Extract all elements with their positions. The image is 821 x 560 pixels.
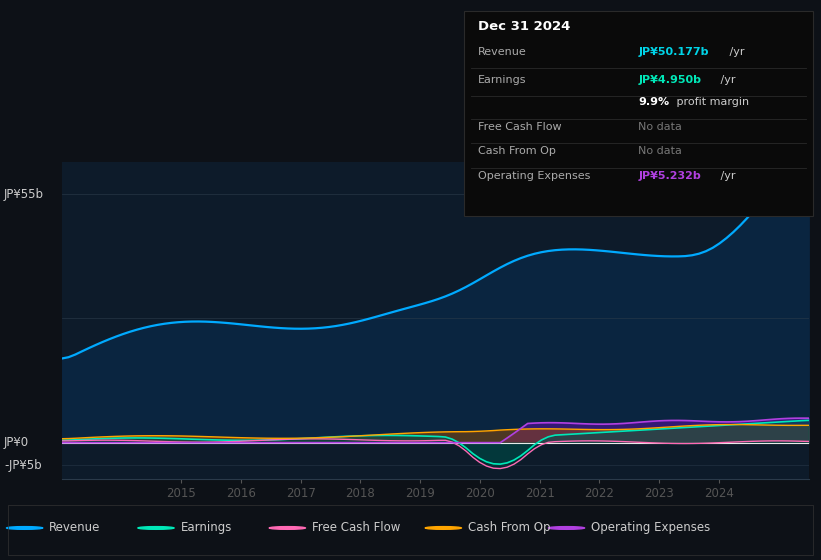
Circle shape <box>269 526 305 529</box>
Text: No data: No data <box>639 122 682 132</box>
Text: profit margin: profit margin <box>673 97 750 107</box>
Text: -JP¥5b: -JP¥5b <box>4 459 42 472</box>
Text: Free Cash Flow: Free Cash Flow <box>478 122 562 132</box>
Text: Earnings: Earnings <box>181 521 232 534</box>
Text: JP¥5.232b: JP¥5.232b <box>639 171 701 181</box>
Text: Revenue: Revenue <box>49 521 101 534</box>
Circle shape <box>138 526 174 529</box>
Text: /yr: /yr <box>726 47 744 57</box>
Circle shape <box>425 526 461 529</box>
Text: Cash From Op: Cash From Op <box>478 146 556 156</box>
Text: Operating Expenses: Operating Expenses <box>478 171 590 181</box>
Text: No data: No data <box>639 146 682 156</box>
Text: Dec 31 2024: Dec 31 2024 <box>478 20 571 34</box>
Text: JP¥55b: JP¥55b <box>4 188 44 200</box>
Text: /yr: /yr <box>717 171 736 181</box>
Text: 9.9%: 9.9% <box>639 97 669 107</box>
Text: Cash From Op: Cash From Op <box>468 521 550 534</box>
Text: /yr: /yr <box>717 74 736 85</box>
Text: Operating Expenses: Operating Expenses <box>591 521 710 534</box>
Text: Revenue: Revenue <box>478 47 526 57</box>
Text: JP¥50.177b: JP¥50.177b <box>639 47 709 57</box>
Circle shape <box>548 526 585 529</box>
Text: Earnings: Earnings <box>478 74 526 85</box>
FancyBboxPatch shape <box>464 11 813 216</box>
Text: JP¥0: JP¥0 <box>4 436 30 449</box>
Text: JP¥4.950b: JP¥4.950b <box>639 74 701 85</box>
Text: Free Cash Flow: Free Cash Flow <box>312 521 401 534</box>
Circle shape <box>7 526 43 529</box>
